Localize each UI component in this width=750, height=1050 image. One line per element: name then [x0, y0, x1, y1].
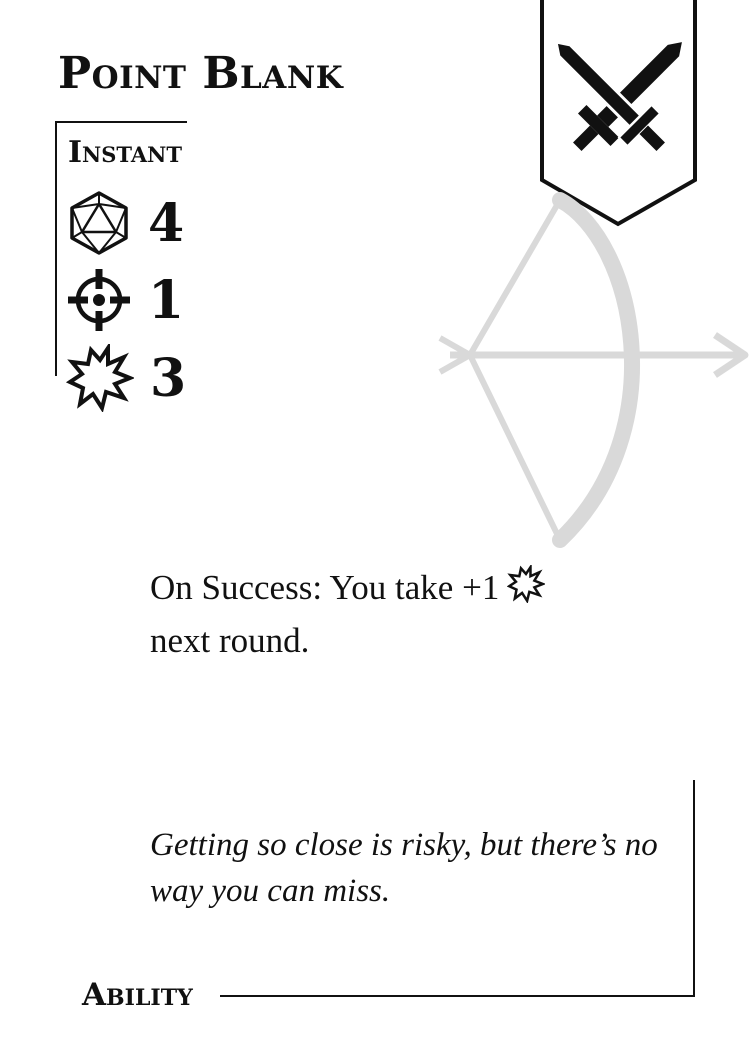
frame-divider-bottom [220, 995, 695, 997]
frame-divider-right [693, 780, 695, 997]
burst-icon [506, 563, 547, 616]
stat-impact-value: 3 [150, 348, 187, 409]
flavor-text: Getting so close is risky, but there’s n… [150, 827, 658, 909]
burst-icon [66, 344, 134, 412]
stat-dice-value: 4 [148, 193, 185, 254]
stat-impact: 3 [66, 344, 187, 412]
stat-bracket [55, 121, 187, 376]
stat-dice: 4 [66, 191, 184, 255]
bow-and-arrow-icon [438, 192, 749, 548]
effect-line2: next round. [150, 621, 310, 660]
crosshair-icon [68, 269, 130, 331]
card-title: Point Blank [58, 48, 344, 99]
effect-text: On Success: You take +1 next round. [150, 563, 670, 665]
stat-accuracy: 1 [66, 268, 184, 332]
card-type: Ability [82, 980, 201, 1011]
d20-dice-icon [70, 191, 128, 255]
effect-line1: On Success: You take +1 [150, 568, 500, 607]
class-banner [540, 0, 697, 227]
crossed-swords-icon [554, 40, 682, 151]
stat-accuracy-value: 1 [148, 270, 185, 331]
speed-label: Instant [68, 135, 182, 170]
